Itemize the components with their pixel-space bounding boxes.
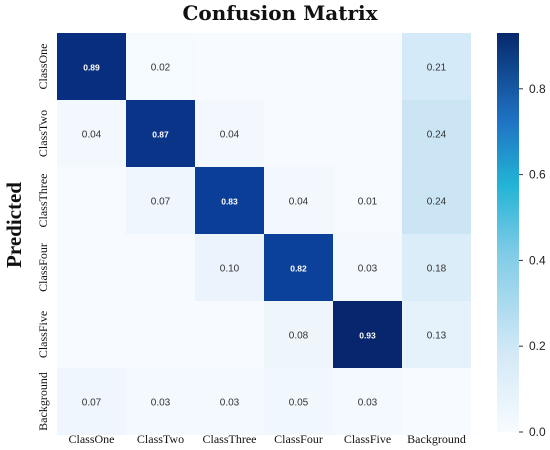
heatmap-cell bbox=[333, 100, 402, 167]
heatmap-cell bbox=[264, 100, 333, 167]
heatmap-cell bbox=[333, 234, 402, 301]
heatmap-cell bbox=[126, 301, 195, 368]
cell-value-label: 0.82 bbox=[290, 264, 307, 274]
heatmap-cell bbox=[126, 100, 195, 167]
heatmap-cell bbox=[333, 33, 402, 100]
x-tick-label: Background bbox=[407, 432, 466, 446]
y-tick-label: ClassThree bbox=[36, 174, 50, 228]
heatmap-cell bbox=[264, 33, 333, 100]
heatmap-cells: 0.89 0.02 0.21 0.04 0.87 0.04 0.24 0.07 0.83 0.04… bbox=[57, 33, 471, 435]
cell-value-label: 0.04 bbox=[82, 130, 102, 141]
y-tick-label: ClassOne bbox=[36, 44, 50, 90]
cell-value-label: 0.24 bbox=[427, 197, 447, 208]
colorbar-tick-label: 0.8 bbox=[529, 82, 546, 96]
heatmap-cell bbox=[264, 368, 333, 435]
cell-value-label: 0.93 bbox=[359, 331, 376, 341]
heatmap-cell bbox=[195, 100, 264, 167]
heatmap-cell bbox=[126, 234, 195, 301]
cell-value-label: 0.03 bbox=[220, 398, 240, 409]
heatmap-cell bbox=[57, 167, 126, 234]
heatmap-cell bbox=[264, 167, 333, 234]
cell-value-label: 0.07 bbox=[151, 197, 171, 208]
y-tick-labels: ClassOne ClassTwo ClassThree ClassFour Class… bbox=[36, 44, 50, 431]
y-tick-label: Background bbox=[36, 372, 50, 431]
cell-value-label: 0.04 bbox=[289, 197, 309, 208]
heatmap-cell bbox=[126, 368, 195, 435]
colorbar-tick-label: 0.6 bbox=[529, 168, 546, 182]
cell-value-label: 0.83 bbox=[221, 197, 238, 207]
heatmap-cell bbox=[402, 234, 471, 301]
y-tick-label: ClassTwo bbox=[36, 110, 50, 157]
heatmap-cell bbox=[333, 167, 402, 234]
y-axis-label: Predicted bbox=[2, 182, 26, 268]
heatmap-cell bbox=[57, 301, 126, 368]
heatmap-cell bbox=[126, 33, 195, 100]
cell-value-label: 0.10 bbox=[220, 264, 240, 275]
cell-value-label: 0.03 bbox=[358, 398, 378, 409]
heatmap-cell bbox=[195, 368, 264, 435]
colorbar: 0.0 0.2 0.4 0.6 0.8 bbox=[497, 33, 546, 439]
cell-value-label: 0.05 bbox=[289, 398, 309, 409]
heatmap-cell bbox=[57, 368, 126, 435]
cell-value-label: 0.18 bbox=[427, 264, 447, 275]
heatmap-cell bbox=[402, 167, 471, 234]
heatmap-cell bbox=[264, 234, 333, 301]
heatmap-cell bbox=[264, 301, 333, 368]
heatmap-cell bbox=[402, 368, 471, 435]
cell-value-label: 0.21 bbox=[427, 63, 447, 74]
heatmap-cell bbox=[195, 33, 264, 100]
heatmap-cell bbox=[402, 100, 471, 167]
x-tick-label: ClassTwo bbox=[137, 432, 184, 446]
cell-value-label: 0.89 bbox=[83, 63, 100, 73]
x-tick-label: ClassThree bbox=[203, 432, 257, 446]
x-tick-label: ClassFive bbox=[344, 432, 391, 446]
colorbar-gradient bbox=[497, 33, 519, 432]
cell-value-label: 0.87 bbox=[152, 130, 169, 140]
colorbar-tick-label: 0.2 bbox=[529, 339, 546, 353]
x-tick-label: ClassFour bbox=[274, 432, 323, 446]
heatmap-cell bbox=[195, 167, 264, 234]
cell-value-label: 0.02 bbox=[151, 63, 171, 74]
cell-value-label: 0.08 bbox=[289, 331, 309, 342]
cell-value-label: 0.04 bbox=[220, 130, 240, 141]
heatmap-cell bbox=[126, 167, 195, 234]
heatmap-cell bbox=[57, 100, 126, 167]
colorbar-tick-label: 0.0 bbox=[529, 425, 546, 439]
y-tick-label: ClassFour bbox=[36, 243, 50, 292]
heatmap-cell bbox=[402, 301, 471, 368]
x-tick-labels: ClassOne ClassTwo ClassThree ClassFour Class… bbox=[69, 432, 466, 446]
colorbar-tick-label: 0.4 bbox=[529, 253, 546, 267]
heatmap-cell bbox=[57, 33, 126, 100]
cell-value-label: 0.13 bbox=[427, 331, 447, 342]
cell-value-label: 0.03 bbox=[358, 264, 378, 275]
cell-value-label: 0.03 bbox=[151, 398, 171, 409]
y-tick-label: ClassFive bbox=[36, 311, 50, 358]
cell-value-label: 0.01 bbox=[358, 197, 378, 208]
heatmap-cell bbox=[333, 368, 402, 435]
cell-value-label: 0.24 bbox=[427, 130, 447, 141]
heatmap-cell bbox=[195, 234, 264, 301]
heatmap-cell bbox=[402, 33, 471, 100]
heatmap-cell bbox=[195, 301, 264, 368]
heatmap-cell bbox=[333, 301, 402, 368]
cell-value-label: 0.07 bbox=[82, 398, 102, 409]
chart-title: Confusion Matrix bbox=[182, 1, 378, 25]
x-tick-label: ClassOne bbox=[69, 432, 115, 446]
heatmap-cell bbox=[57, 234, 126, 301]
